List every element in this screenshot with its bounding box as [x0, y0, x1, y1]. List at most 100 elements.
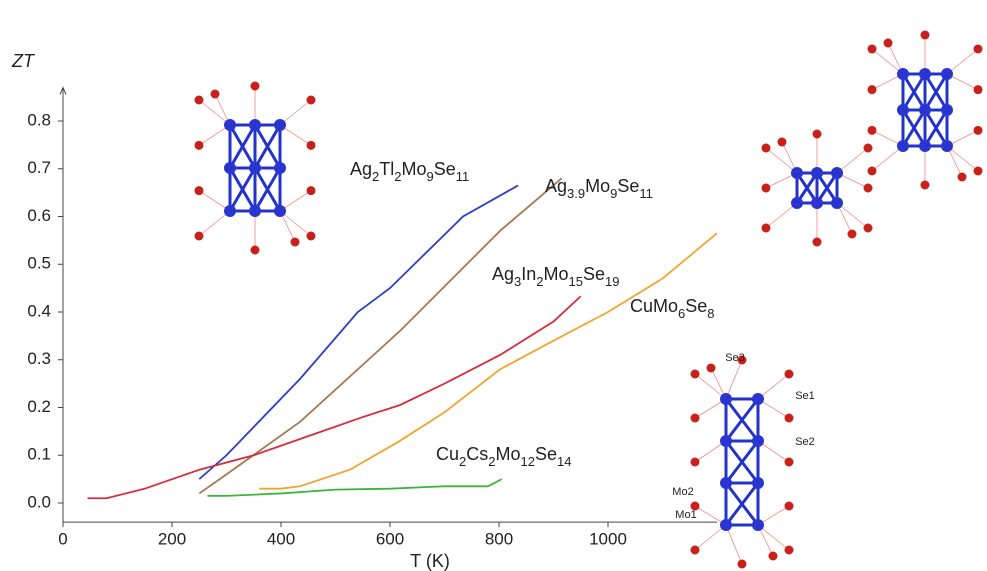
se-atom — [762, 184, 771, 193]
crystal-structure — [868, 31, 983, 190]
se-atom — [691, 546, 700, 555]
mo-atom — [941, 68, 953, 80]
se-atom — [848, 230, 857, 239]
se-atom — [868, 126, 877, 135]
mo-atom — [811, 197, 823, 209]
mo-atom — [224, 205, 236, 217]
atom-annotation: Se2 — [795, 436, 815, 448]
mo-atom — [791, 197, 803, 209]
bond — [726, 525, 742, 564]
x-tick-label: 800 — [485, 530, 513, 549]
se-atom — [691, 370, 700, 379]
se-atom — [868, 45, 877, 54]
x-tick-label: 1000 — [589, 530, 627, 549]
se-atom — [785, 370, 794, 379]
se-atom — [738, 560, 747, 569]
se-atom — [785, 458, 794, 467]
se-atom — [195, 232, 204, 241]
mo-atom — [720, 393, 732, 405]
se-atom — [864, 224, 873, 233]
series-line — [207, 479, 501, 496]
y-tick-label: 0.7 — [27, 158, 51, 177]
bond — [726, 360, 742, 399]
se-atom — [195, 141, 204, 150]
se-atom — [921, 31, 930, 40]
mo-atom — [274, 162, 286, 174]
series-label: Ag3In2Mo15Se19 — [492, 264, 620, 289]
y-tick-label: 0.3 — [27, 349, 51, 368]
mo-atom — [224, 162, 236, 174]
se-atom — [785, 502, 794, 511]
series-line — [199, 185, 518, 479]
se-atom — [868, 85, 877, 94]
mo-atom — [811, 167, 823, 179]
se-atom — [974, 167, 983, 176]
crystal-structure — [762, 130, 873, 247]
mo-atom — [831, 197, 843, 209]
mo-atom — [720, 435, 732, 447]
mo-atom — [919, 104, 931, 116]
series-line — [88, 296, 581, 498]
se-atom — [921, 181, 930, 190]
y-tick-label: 0.1 — [27, 445, 51, 464]
mo-atom — [752, 477, 764, 489]
x-tick-label: 600 — [376, 530, 404, 549]
atom-annotation: Mo1 — [675, 509, 696, 521]
se-atom — [958, 173, 967, 182]
se-atom — [691, 414, 700, 423]
se-atom — [195, 96, 204, 105]
se-atom — [307, 141, 316, 150]
se-atom — [195, 186, 204, 195]
mo-atom — [897, 104, 909, 116]
crystal-structure — [691, 356, 794, 569]
se-atom — [307, 232, 316, 241]
x-tick-label: 200 — [158, 530, 186, 549]
y-tick-label: 0.5 — [27, 254, 51, 273]
series-label: Ag2Tl2Mo9Se11 — [350, 159, 469, 184]
se-atom — [778, 138, 787, 147]
y-axis-label: ZT — [11, 51, 36, 71]
se-atom — [251, 82, 260, 91]
se-atom — [813, 130, 822, 139]
se-atom — [707, 364, 716, 373]
atom-annotation: Mo2 — [672, 486, 693, 498]
mo-atom — [791, 167, 803, 179]
se-atom — [307, 96, 316, 105]
y-tick-label: 0.2 — [27, 397, 51, 416]
y-tick-label: 0.0 — [27, 492, 51, 511]
se-atom — [884, 39, 893, 48]
mo-atom — [720, 477, 732, 489]
mo-atom — [224, 119, 236, 131]
atom-annotation: Se3 — [725, 352, 745, 364]
mo-atom — [720, 519, 732, 531]
mo-atom — [897, 68, 909, 80]
mo-atom — [274, 205, 286, 217]
se-atom — [974, 85, 983, 94]
mo-atom — [919, 68, 931, 80]
mo-atom — [274, 119, 286, 131]
se-atom — [813, 238, 822, 247]
se-atom — [769, 552, 778, 561]
se-atom — [974, 126, 983, 135]
se-atom — [974, 45, 983, 54]
se-atom — [864, 184, 873, 193]
se-atom — [864, 144, 873, 153]
series-label: CuMo6Se8 — [630, 296, 715, 321]
mo-atom — [941, 140, 953, 152]
mo-atom — [249, 205, 261, 217]
se-atom — [762, 224, 771, 233]
mo-atom — [249, 162, 261, 174]
se-atom — [211, 90, 220, 99]
se-atom — [762, 144, 771, 153]
y-tick-label: 0.4 — [27, 301, 51, 320]
chart: ZT T (K) 0.00.10.20.30.40.50.60.70.80200… — [0, 0, 987, 571]
se-atom — [868, 167, 877, 176]
mo-atom — [752, 519, 764, 531]
mo-atom — [941, 104, 953, 116]
se-atom — [785, 546, 794, 555]
se-atom — [307, 186, 316, 195]
se-atom — [251, 246, 260, 255]
mo-atom — [249, 119, 261, 131]
x-tick-label: 400 — [267, 530, 295, 549]
series-label: Cu2Cs2Mo12Se14 — [436, 444, 571, 469]
